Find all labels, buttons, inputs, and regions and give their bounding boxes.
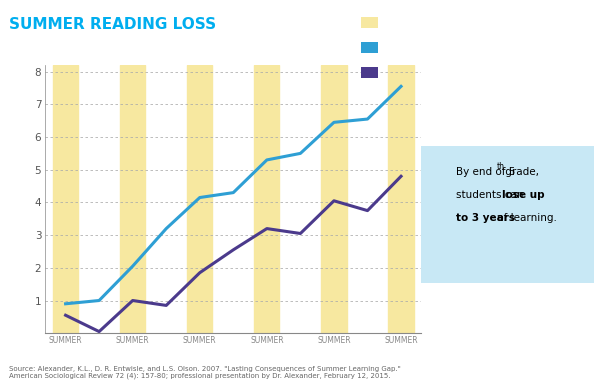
Text: grade,: grade,: [502, 167, 539, 177]
Bar: [187, 65, 212, 333]
Bar: [321, 65, 347, 333]
Text: lose up: lose up: [502, 190, 544, 200]
Text: students can: students can: [456, 190, 527, 200]
Text: By end of 5: By end of 5: [456, 167, 516, 177]
Bar: [120, 65, 145, 333]
Text: of learning.: of learning.: [494, 213, 557, 223]
Text: Source: Alexander, K.L., D. R. Entwisle, and L.S. Olson. 2007. "Lasting Conseque: Source: Alexander, K.L., D. R. Entwisle,…: [9, 366, 401, 379]
Bar: [53, 65, 78, 333]
Bar: [255, 65, 279, 333]
Text: to 3 years: to 3 years: [456, 213, 515, 223]
Text: SUMMER READING LOSS: SUMMER READING LOSS: [9, 17, 216, 32]
Bar: [388, 65, 414, 333]
Text: th: th: [496, 162, 504, 170]
